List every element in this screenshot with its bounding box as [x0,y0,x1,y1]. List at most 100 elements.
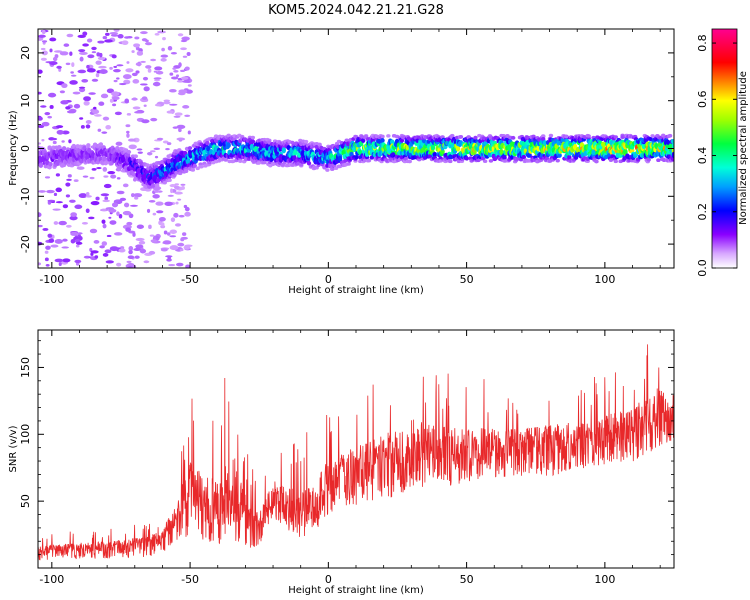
spectrogram-noise-cell [47,92,57,98]
spectrogram-noise-cell [178,214,185,218]
spectrogram-noise-cell [122,183,129,188]
spectrogram-noise-cell [86,38,93,43]
spectrogram-noise-cell [61,246,69,249]
spectrogram-noise-cell [62,238,68,242]
spectrogram-noise-cell [98,65,107,69]
spectrogram-noise-cell [128,246,134,251]
spectrogram-noise-cell [181,186,185,190]
spectrogram-noise-cell [102,199,110,203]
spectrogram-noise-cell [80,124,85,129]
spectrogram-noise-cell [176,80,184,83]
spectrogram-noise-cell [187,84,192,87]
spectrogram-noise-cell [44,250,49,254]
spectrogram-noise-cell [140,31,148,35]
spectrogram-noise-cell [153,70,157,73]
spectrogram-noise-cell [41,40,48,43]
colorbar-tick-label: 0.2 [696,203,709,221]
spectrogram-ridge-cell [671,142,674,149]
spectrogram-noise-cell [65,224,72,228]
spectrogram-ridge-cell [119,146,124,151]
spectrogram-noise-cell [44,112,51,116]
spectrogram-noise-cell [54,50,63,53]
spectrogram-ridge-cell [448,159,453,164]
spectrogram-noise-cell [82,31,88,36]
spectrogram-noise-cell [50,244,59,248]
spectrogram-noise-cell [104,196,109,201]
spectrogram-ridge-cell [192,163,197,168]
spectrogram-noise-cell [169,245,179,251]
spectrogram-noise-cell [160,54,169,58]
spectrogram-noise-cell [109,246,119,252]
spectrogram-noise-cell [101,131,108,134]
snr-y-ticks: 50 100 150 [19,340,674,569]
spectrogram-noise-cell [125,227,132,232]
spectrogram-noise-cell [81,221,88,225]
spectrogram-noise-cell [122,74,132,80]
spectrogram-noise-cell [99,245,105,249]
spectrogram-noise-cell [74,259,82,264]
spectrogram-noise-cell [66,33,74,38]
spectrogram-noise-cell [105,260,114,264]
spectrogram-y-ticks: 20 10 0 -10 -20 [19,28,674,269]
spectrogram-noise-cell [79,56,84,62]
spectrogram-noise-cell [126,113,132,116]
spectrogram-ridge-cell [147,184,152,189]
spectrogram-noise-cell [172,67,177,70]
spectrogram-noise-cell [88,216,95,220]
spectrogram-noise-cell [168,263,176,267]
spectrogram-noise-cell [132,232,136,237]
y-tick-label: -10 [19,187,32,205]
spectrogram-noise-cell [180,183,186,186]
spectrogram-ridge-cell [623,148,628,155]
spectrogram-noise-cell [114,111,122,116]
spectrogram-noise-cell [49,105,54,109]
spectrogram-noise-cell [70,71,74,74]
spectrogram-noise-cell [178,128,182,133]
spectrogram-noise-cell [185,89,193,94]
spectrogram-ridge-cell [502,155,507,160]
spectrogram-noise-cell [46,189,55,194]
spectrogram-noise-cell [54,239,63,244]
spectrogram-noise-cell [118,248,126,253]
spectrogram-noise-cell [89,247,93,252]
spectrogram-ridge-cell [354,155,359,160]
spectrogram-noise-cell [70,212,77,218]
spectrogram-ridge-cell [177,148,182,152]
spectrogram-ridge-cell [250,139,256,144]
spectrogram-ridge-cell [601,141,606,148]
spectrogram-noise-cell [47,199,56,202]
spectrogram-ridge-cell [440,148,445,155]
spectrogram-noise-cell [169,235,177,238]
spectrogram-ridge-cell [511,135,516,140]
spectrogram-ridge-cell [482,159,488,164]
snr-y-axis-label: SNR (v/v) [8,425,19,472]
spectrogram-ridge-cell [48,161,53,167]
spectrogram-noise-cell [41,50,48,56]
x-tick-label: -100 [39,273,64,286]
spectrogram-noise-cell [81,78,89,83]
spectrogram-noise-cell [150,58,157,62]
spectrogram-noise-cell [77,69,87,74]
spectrogram-noise-cell [94,255,99,259]
spectrogram-noise-cell [52,208,61,211]
spectrogram-noise-cell [182,55,188,58]
spectrogram-noise-cell [166,258,172,262]
spectrogram-noise-cell [59,90,66,94]
spectrogram-noise-cell [53,192,58,197]
colorbar-tick-label: 0.8 [696,34,709,52]
spectrogram-noise-cell [153,235,157,240]
spectrogram-ridge-cell [249,143,255,150]
spectrogram-noise-cell [170,188,174,194]
spectrogram-noise-cell [51,137,58,141]
spectrogram-noise-cell [134,255,140,259]
spectrogram-noise-cell [169,183,177,188]
spectrogram-noise-cell [100,93,109,99]
spectrogram-noise-cell [60,100,69,105]
spectrogram-noise-cell [169,229,178,234]
spectrogram-noise-cell [161,222,165,227]
spectrogram-noise-cell [125,81,131,84]
spectrogram-noise-cell [158,217,166,222]
spectrogram-noise-cell [110,34,119,37]
x-tick-label: 100 [594,573,615,586]
spectrogram-noise-cell [177,242,185,247]
